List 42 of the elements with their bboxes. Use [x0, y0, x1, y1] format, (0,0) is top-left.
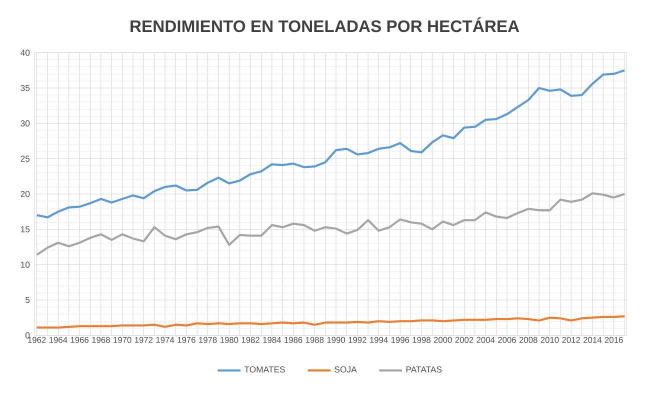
x-tick-label: 1968 [92, 336, 110, 343]
chart-title: RENDIMIENTO EN TONELADAS POR HECTÁREA [130, 17, 520, 32]
x-tick-label: 1966 [70, 336, 89, 343]
x-tick-label: 2010 [540, 336, 559, 343]
legend-label: SOJA [334, 366, 357, 373]
x-tick-label: 2012 [562, 336, 580, 343]
x-tick-label: 2016 [604, 336, 623, 343]
y-tick-label: 40 [20, 50, 30, 56]
x-tick-label: 2014 [584, 336, 602, 343]
x-tick-label: 2004 [476, 336, 495, 343]
x-tick-label: 1980 [220, 336, 238, 343]
x-tick-label: 1974 [156, 336, 174, 343]
x-tick-label: 1978 [199, 336, 217, 343]
x-tick-label: 1996 [391, 336, 410, 343]
x-tick-label: 1970 [114, 336, 132, 343]
y-tick-label: 15 [20, 226, 30, 232]
x-tick-label: 1962 [28, 336, 46, 343]
x-tick-label: 1992 [348, 336, 366, 343]
x-tick-label: 1998 [412, 336, 430, 343]
x-tick-label: 1990 [327, 336, 346, 343]
x-tick-label: 2000 [434, 336, 452, 343]
x-tick-label: 1976 [178, 336, 196, 343]
y-tick-label: 30 [20, 120, 30, 126]
y-tick-label: 0 [25, 332, 30, 338]
x-tick-label: 2006 [498, 336, 516, 343]
y-tick-label: 35 [20, 84, 30, 92]
x-tick-label: 1972 [134, 336, 153, 343]
x-tick-label: 1964 [49, 336, 68, 343]
x-tick-label: 1988 [306, 336, 324, 343]
y-tick-label: 20 [20, 190, 30, 198]
y-tick-label: 25 [20, 156, 30, 162]
line-series [36, 192, 626, 256]
legend-label: TOMATES [244, 366, 285, 373]
x-tick-label: 1982 [242, 336, 260, 343]
y-tick-label: 5 [25, 296, 30, 304]
x-tick-label: 1994 [370, 336, 388, 343]
x-tick-label: 1984 [263, 336, 281, 343]
x-tick-label: 2002 [455, 336, 474, 343]
legend-label: PATATAS [406, 366, 442, 373]
x-tick-label: 1986 [284, 336, 302, 343]
x-tick-label: 2008 [519, 336, 538, 343]
y-tick-label: 10 [20, 262, 30, 268]
